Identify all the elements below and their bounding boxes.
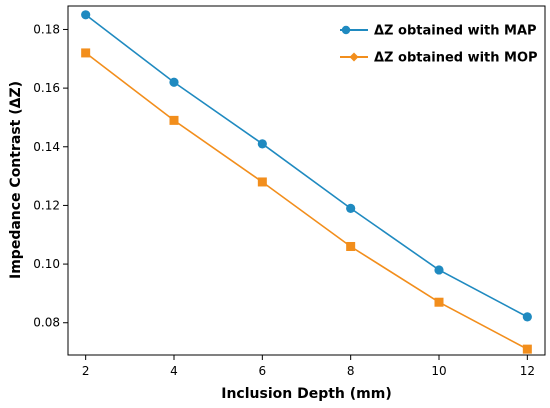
y-tick-label: 0.08 (33, 316, 60, 330)
x-tick-label: 10 (431, 364, 446, 378)
data-point (522, 344, 532, 354)
y-tick-label: 0.12 (33, 198, 60, 212)
y-tick-label: 0.10 (33, 257, 60, 271)
data-point (169, 77, 179, 87)
data-point (81, 10, 91, 20)
y-tick-label: 0.16 (33, 81, 60, 95)
y-axis-label: Impedance Contrast (ΔZ) (8, 81, 24, 279)
legend: ΔZ obtained with MAP ΔZ obtained with MOP (340, 24, 538, 66)
x-tick-label: 8 (347, 364, 355, 378)
data-point (257, 177, 267, 187)
y-tick-label: 0.14 (33, 140, 60, 154)
legend-marker-1 (341, 25, 351, 35)
x-tick-label: 6 (259, 364, 267, 378)
x-axis-label: Inclusion Depth (mm) (221, 386, 391, 402)
data-point (434, 297, 444, 307)
x-tick-label: 2 (82, 364, 90, 378)
data-point (346, 203, 356, 213)
data-point (434, 265, 444, 275)
legend-label-1: ΔZ obtained with MAP (374, 24, 537, 39)
plot-frame (67, 5, 546, 356)
data-point (169, 115, 179, 125)
data-point (346, 241, 356, 251)
series-line-1 (85, 14, 528, 318)
x-tick-label: 12 (520, 364, 535, 378)
legend-label-2: ΔZ obtained with MOP (374, 51, 538, 66)
data-point (257, 139, 267, 149)
data-point (522, 312, 532, 322)
data-point (81, 48, 91, 58)
series-line-2 (85, 52, 528, 350)
legend-marker-2 (349, 52, 359, 62)
y-tick-label: 0.18 (33, 22, 60, 36)
x-tick-label: 4 (170, 364, 178, 378)
